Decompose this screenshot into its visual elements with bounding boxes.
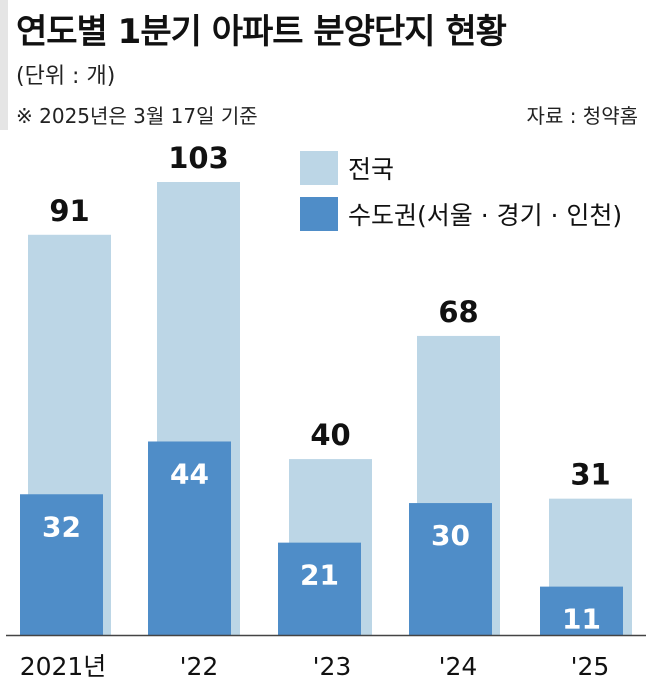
- legend-label-nationwide: 전국: [348, 155, 395, 184]
- data-label-capital-3: 30: [431, 519, 470, 552]
- data-label-capital-0: 32: [42, 510, 81, 543]
- x-tick-label-1: '22: [180, 652, 219, 681]
- data-label-nationwide-2: 40: [310, 418, 350, 452]
- legend-item-nationwide: 전국: [300, 150, 622, 186]
- title-accent-bar: [0, 0, 8, 130]
- legend-label-capital: 수도권(서울 · 경기 · 인천): [348, 201, 623, 230]
- data-label-capital-2: 21: [300, 559, 339, 592]
- x-tick-label-2: '23: [313, 652, 352, 681]
- x-tick-label-4: '25: [571, 652, 610, 681]
- bar-capital-3: [409, 503, 492, 635]
- data-label-capital-1: 44: [170, 457, 209, 490]
- legend-swatch-nationwide: [300, 151, 338, 185]
- data-label-nationwide-0: 91: [49, 194, 89, 228]
- bar-capital-2: [278, 542, 361, 635]
- legend-item-capital: 수도권(서울 · 경기 · 인천): [300, 196, 622, 232]
- unit-label: (단위 : 개): [16, 64, 116, 89]
- bar-capital-0: [20, 494, 103, 635]
- data-label-nationwide-4: 31: [570, 458, 610, 492]
- legend-swatch-capital: [300, 197, 338, 231]
- x-tick-label-0: 2021년: [20, 652, 107, 681]
- bar-capital-4: [540, 586, 623, 635]
- chart-title: 연도별 1분기 아파트 분양단지 현황: [16, 12, 507, 52]
- data-label-nationwide-1: 103: [168, 141, 229, 175]
- footnote: ※ 2025년은 3월 17일 기준: [16, 104, 258, 128]
- source-label: 자료 : 청약홈: [526, 104, 638, 128]
- bar-capital-1: [148, 441, 231, 635]
- legend: 전국 수도권(서울 · 경기 · 인천): [300, 150, 622, 242]
- data-label-nationwide-3: 68: [438, 295, 478, 329]
- data-label-capital-4: 11: [562, 603, 601, 636]
- x-tick-label-3: '24: [439, 652, 478, 681]
